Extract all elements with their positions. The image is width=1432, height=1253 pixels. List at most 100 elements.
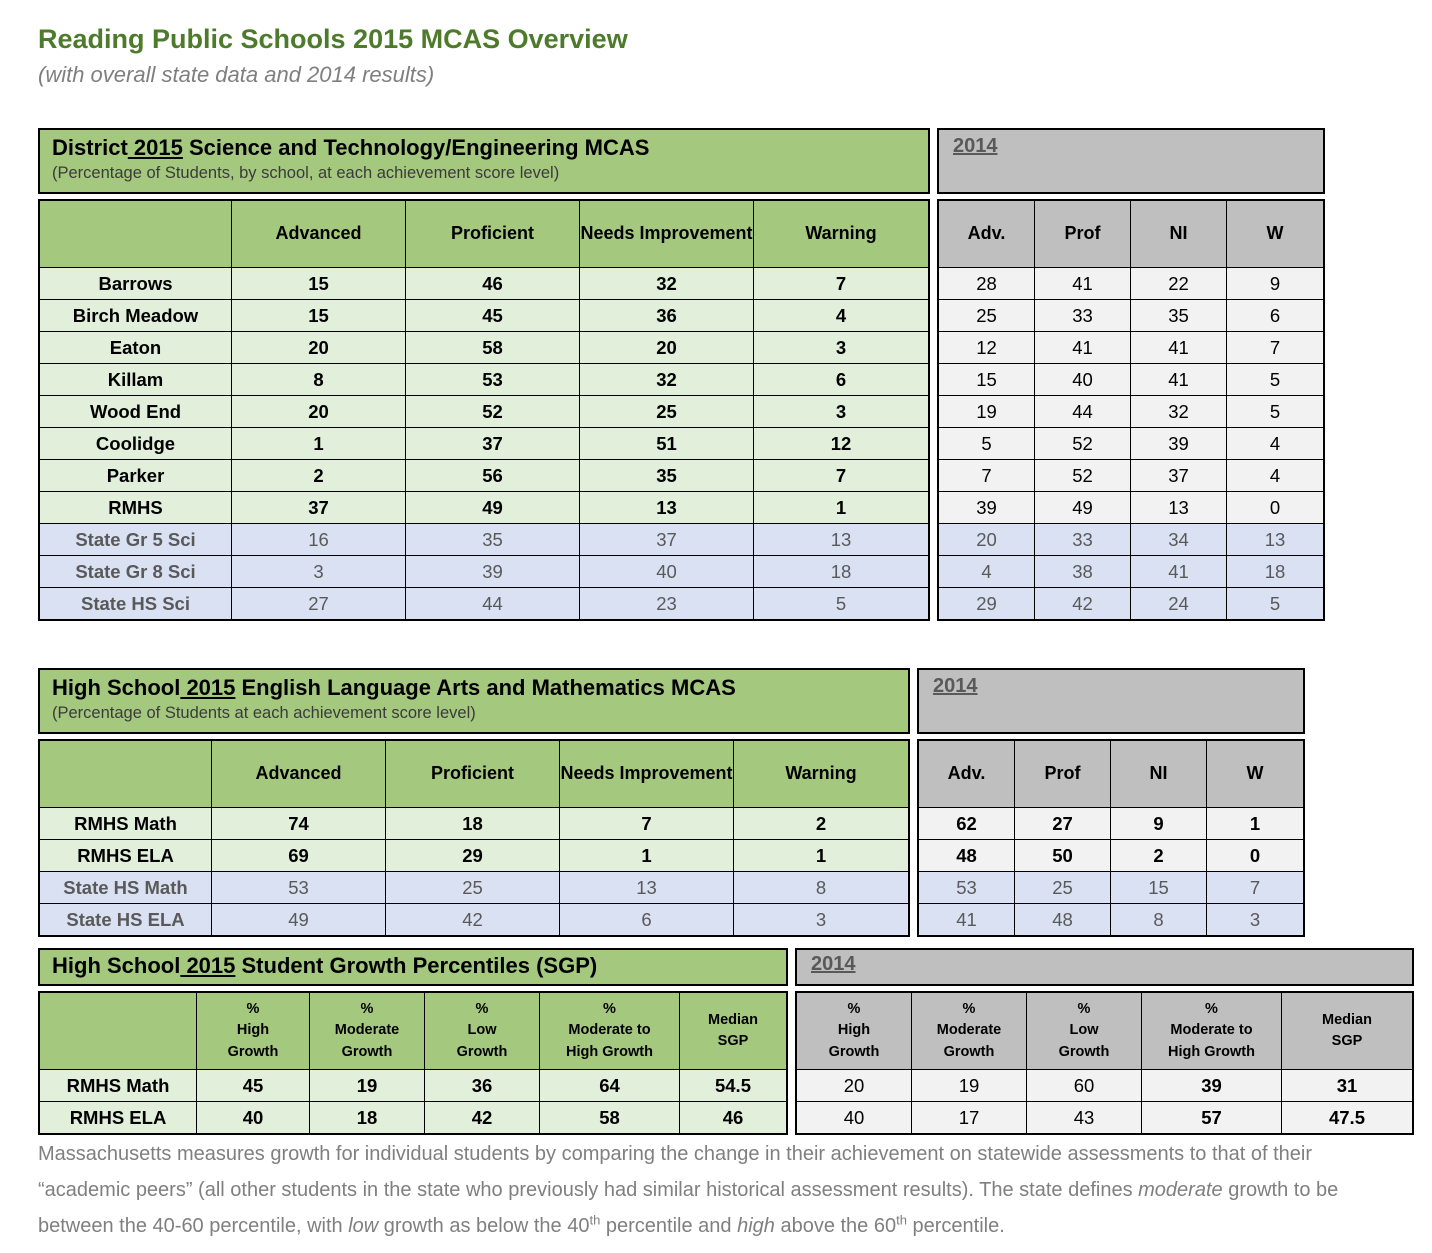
table-row-2014: 7 52 37 4 [939,460,1323,492]
row-label: RMHS Math [40,1070,197,1101]
value-cell: 48 [1015,904,1111,935]
row-label: Birch Meadow [40,300,232,331]
value-cell: 22 [1131,268,1227,299]
value-cell: 37 [1131,460,1227,491]
table-title: District 2015 Science and Technology/Eng… [52,135,928,161]
value-cell: 37 [406,428,580,459]
value-cell: 7 [939,460,1035,491]
value-cell: 6 [754,364,928,395]
table-row-2014: 19 44 32 5 [939,396,1323,428]
table-row-2014: 29 42 24 5 [939,588,1323,619]
table-row-2014: 40 17 43 57 47.5 [797,1102,1412,1133]
table-title-prefix: High School [52,953,181,978]
part-2015: Advanced Proficient Needs Improvement Warni… [38,739,910,937]
table-row-2014: 41 48 8 3 [919,904,1303,935]
table-title-prefix: District [52,135,128,160]
value-cell: 9 [1111,808,1207,839]
value-cell: 19 [939,396,1035,427]
table-grid: Advanced Proficient Needs Improvement Warni… [38,199,1325,621]
value-cell: 46 [680,1102,786,1133]
column-header: NI [1111,741,1207,807]
value-cell: 40 [197,1102,310,1133]
column-header: Adv. [939,201,1035,267]
value-cell: 20 [232,332,406,363]
year-2014-label: 2014 [933,675,978,697]
high-school-ela-math-mcas-table: High School 2015 English Language Arts a… [38,668,1305,937]
footnote-segment: growth as below the 40 [378,1215,590,1237]
table-row-2014: 15 40 41 5 [939,364,1323,396]
value-cell: 15 [232,268,406,299]
value-cell: 35 [1131,300,1227,331]
column-header: Prof [1015,741,1111,807]
value-cell: 20 [580,332,754,363]
value-cell: 7 [754,268,928,299]
value-cell: 5 [939,428,1035,459]
column-header: Advanced [212,741,386,807]
table-grid: Advanced Proficient Needs Improvement Warni… [38,739,1305,937]
table-band: High School 2015 Student Growth Percenti… [38,948,1414,986]
column-header: % High Growth [797,993,912,1069]
column-header: Adv. [919,741,1015,807]
value-cell: 5 [1227,588,1323,619]
value-cell: 37 [232,492,406,523]
table-row-2015: Barrows 15 46 32 7 [40,268,928,300]
table-row-2014: 53 25 15 7 [919,872,1303,904]
value-cell: 29 [386,840,560,871]
table-title: High School 2015 Student Growth Percenti… [52,953,786,979]
value-cell: 37 [580,524,754,555]
footnote-segment: Massachusetts measures growth for indivi… [38,1143,1313,1201]
value-cell: 25 [939,300,1035,331]
value-cell: 35 [406,524,580,555]
section-gap [930,199,937,621]
table-row-2015: RMHS 37 49 13 1 [40,492,928,524]
header-row-2015: Advanced Proficient Needs Improvement Warni… [40,741,908,808]
value-cell: 15 [232,300,406,331]
footnote-segment: moderate [1138,1179,1223,1201]
value-cell: 9 [1227,268,1323,299]
row-label: Killam [40,364,232,395]
value-cell: 58 [540,1102,680,1133]
column-header: % Moderate to High Growth [1142,993,1282,1069]
value-cell: 31 [1282,1070,1412,1101]
header-row-2015: % High Growth% Moderate Growth% Low Grow… [40,993,786,1070]
table-row-2015: State Gr 5 Sci 16 35 37 13 [40,524,928,556]
table-title-suffix: Student Growth Percentiles (SGP) [235,953,598,978]
value-cell: 39 [406,556,580,587]
year-2014-band: 2014 [795,948,1414,986]
value-cell: 1 [754,492,928,523]
value-cell: 5 [754,588,928,619]
column-header: % Moderate Growth [912,993,1027,1069]
value-cell: 23 [580,588,754,619]
row-label: Wood End [40,396,232,427]
value-cell: 53 [212,872,386,903]
value-cell: 24 [1131,588,1227,619]
row-label: State Gr 5 Sci [40,524,232,555]
value-cell: 4 [754,300,928,331]
table-title-suffix: Science and Technology/Engineering MCAS [182,135,650,160]
year-2014-band: 2014 [917,668,1305,734]
value-cell: 7 [1207,872,1303,903]
section-gap [910,739,917,937]
row-label: State HS Math [40,872,212,903]
table-row-2015: Parker 2 56 35 7 [40,460,928,492]
row-label-header [40,993,197,1069]
value-cell: 13 [580,492,754,523]
table-row-2015: Birch Meadow 15 45 36 4 [40,300,928,332]
header-row-2014: Adv. Prof NI W [939,201,1323,268]
table-grid: % High Growth% Moderate Growth% Low Grow… [38,991,1414,1135]
value-cell: 0 [1227,492,1323,523]
value-cell: 5 [1227,364,1323,395]
value-cell: 52 [1035,428,1131,459]
value-cell: 74 [212,808,386,839]
table-row-2014: 25 33 35 6 [939,300,1323,332]
value-cell: 33 [1035,524,1131,555]
table-row-2015: Coolidge 1 37 51 12 [40,428,928,460]
table-title-band-2015: High School 2015 Student Growth Percenti… [38,948,788,986]
value-cell: 42 [1035,588,1131,619]
table-row-2014: 20 19 60 39 31 [797,1070,1412,1102]
table-title-year: 2015 [180,953,236,978]
value-cell: 7 [1227,332,1323,363]
value-cell: 27 [232,588,406,619]
value-cell: 43 [1027,1102,1142,1133]
value-cell: 29 [939,588,1035,619]
